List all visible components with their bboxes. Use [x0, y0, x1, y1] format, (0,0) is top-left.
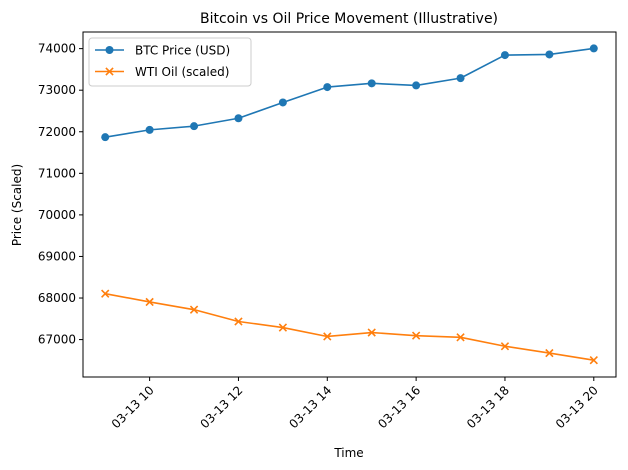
data-point [145, 297, 154, 307]
legend-marker-circle-icon [105, 46, 114, 54]
x-tick-label: 03-13 14 [286, 383, 334, 431]
y-tick-label: 67000 [38, 333, 76, 347]
data-point [234, 114, 243, 123]
legend-label: BTC Price (USD) [135, 44, 230, 58]
y-tick-label: 68000 [38, 291, 76, 305]
chart-title: Bitcoin vs Oil Price Movement (Illustrat… [200, 11, 498, 27]
x-tick-label: 03-13 10 [109, 383, 157, 431]
data-point [456, 333, 465, 342]
data-point [278, 323, 288, 332]
legend-marker-x-icon [105, 67, 114, 76]
data-point [323, 332, 332, 341]
x-tick-label: 03-13 16 [375, 383, 423, 431]
data-point [189, 305, 199, 314]
x-axis-label: Time [333, 446, 363, 460]
data-point [234, 317, 243, 326]
data-point [589, 356, 598, 365]
data-point [456, 74, 465, 83]
legend: BTC Price (USD) WTI Oil (scaled) [88, 37, 252, 87]
series-1 [101, 289, 598, 365]
x-axis: 03-13 10 03-13 12 03-13 14 03-13 16 03-13 18… [109, 377, 601, 431]
data-point [145, 125, 154, 134]
x-tick-label: 03-13 20 [553, 383, 601, 431]
legend-box [88, 37, 252, 87]
data-point [278, 98, 287, 107]
legend-item: WTI Oil (scaled) [95, 65, 229, 79]
y-tick-label: 70000 [38, 208, 76, 222]
series-0 [101, 44, 598, 142]
y-tick-label: 73000 [38, 83, 76, 97]
data-point [545, 348, 554, 358]
legend-label: WTI Oil (scaled) [135, 65, 229, 79]
data-point [500, 51, 509, 60]
legend-item: BTC Price (USD) [95, 44, 230, 58]
y-axis: 67000 68000 69000 70000 71000 72000 73000 74000 [38, 42, 83, 347]
series-line [105, 47, 594, 138]
data-point [323, 83, 332, 92]
series-layer [101, 44, 598, 365]
y-tick-label: 69000 [38, 249, 76, 263]
y-axis-label: Price (Scaled) [10, 164, 24, 246]
data-point [367, 79, 376, 88]
y-tick-label: 74000 [38, 42, 76, 56]
data-point [101, 133, 110, 142]
data-point [412, 81, 421, 90]
x-tick-label: 03-13 12 [198, 383, 246, 431]
data-point [589, 44, 598, 53]
data-point [101, 289, 110, 298]
data-point [545, 50, 554, 59]
data-point [367, 328, 376, 337]
series-line [105, 292, 594, 361]
data-point [190, 122, 199, 131]
data-point [500, 342, 510, 351]
y-tick-label: 72000 [38, 125, 76, 139]
axes-frame [82, 31, 617, 378]
data-point [411, 331, 421, 340]
x-tick-label: 03-13 18 [464, 383, 512, 431]
y-tick-label: 71000 [38, 166, 76, 180]
